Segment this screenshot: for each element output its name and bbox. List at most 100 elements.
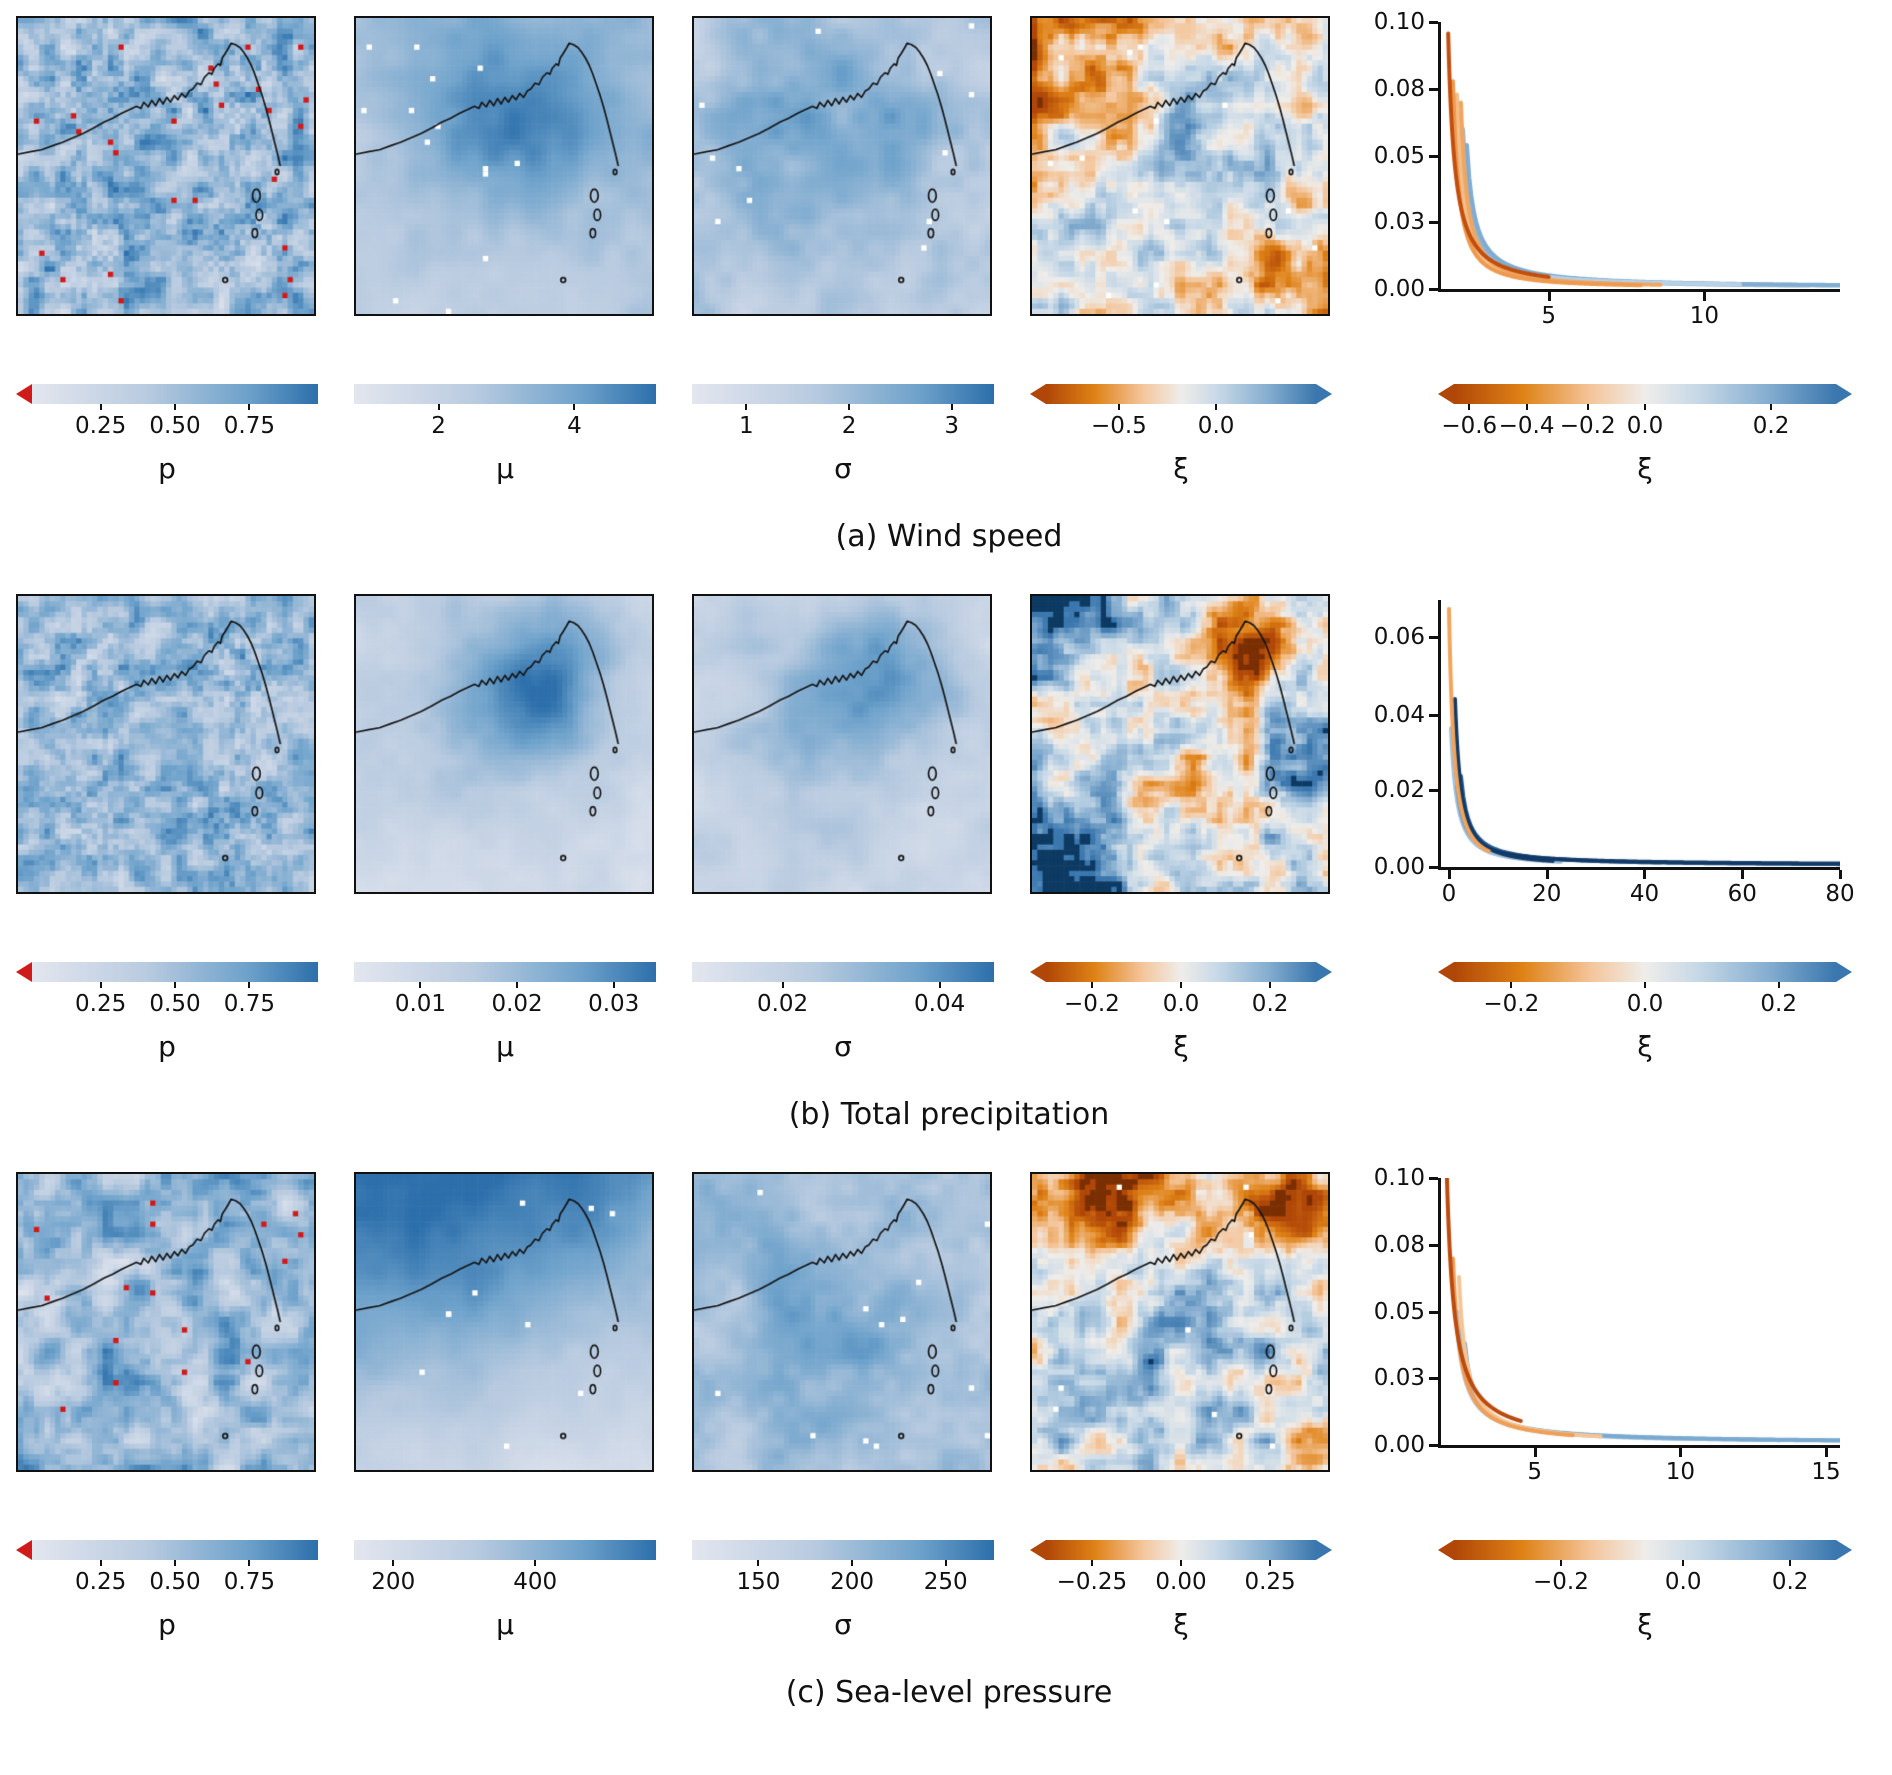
colorbar: −0.2 0.0 0.2 (1438, 962, 1852, 1017)
density-plot: 0.00 0.03 0.05 0.08 0.10 5 10 (1374, 9, 1840, 329)
heatmap (354, 16, 654, 316)
heatmap (16, 1172, 316, 1472)
x-axis-tick-label: 40 (1629, 881, 1660, 907)
colorbar-tick-mark (1559, 1560, 1562, 1566)
colorbar-tick-label: 0.2 (1760, 991, 1797, 1017)
colorbar-tick-mark (437, 404, 440, 410)
colorbar-block: 1 2 3 σ (692, 384, 994, 485)
map-panel: 0.25 0.50 0.75 p (16, 1172, 318, 1641)
colorbar-tick-mark (1117, 404, 1120, 410)
colorbar-right-arrow (1836, 1540, 1852, 1560)
panel-grid: 0.25 0.50 0.75 p 2 4 μ 1 2 3 σ −0.5 0.0 ξ 0.00 0.03 0.05… (16, 9, 1882, 485)
colorbar: 0.01 0.02 0.03 (354, 962, 656, 1017)
y-axis-tick-label: 0.08 (1373, 75, 1425, 102)
colorbar-tick-mark (174, 404, 176, 410)
y-axis-tick-mark (1429, 713, 1438, 717)
y-axis-tick-label: 0.00 (1373, 276, 1425, 302)
colorbar-tick-label: −0.2 (1533, 1569, 1589, 1595)
colorbar-tick-label: 0.2 (1251, 991, 1289, 1017)
colorbar-variable-label: ξ (1173, 1608, 1189, 1641)
colorbar-tick-mark (1180, 982, 1182, 988)
colorbar-tick-label: 0.0 (1626, 413, 1664, 439)
colorbar-tick-label: 0.2 (1771, 1569, 1809, 1595)
colorbar-tick-mark (944, 1560, 947, 1566)
density-plot-area: 0.00 0.02 0.04 0.06 0 20 40 60 80 (1368, 600, 1855, 914)
y-axis-tick-mark (1429, 1444, 1438, 1447)
row-caption: (b) Total precipitation (788, 1097, 1110, 1132)
heatmap (1030, 1172, 1330, 1472)
colorbar-block: −0.25 0.00 0.25 ξ (1030, 1540, 1332, 1641)
colorbar-tick-label: −0.2 (1559, 413, 1616, 439)
x-axis-tick-mark (1547, 292, 1551, 301)
colorbar-left-arrow (1438, 384, 1454, 404)
colorbar-tick-mark (1644, 404, 1646, 410)
row-caption: (c) Sea-level pressure (785, 1675, 1113, 1710)
colorbar-tick-mark (1180, 1560, 1182, 1566)
y-axis-tick-mark (1429, 288, 1438, 291)
colorbar-tick-mark (516, 982, 519, 988)
colorbar: 1 2 3 (692, 384, 994, 439)
row-caption: (a) Wind speed (835, 519, 1063, 554)
colorbar: 0.25 0.50 0.75 (16, 384, 318, 439)
colorbar-left-arrow (1030, 384, 1046, 404)
colorbar-variable-label: p (158, 452, 176, 485)
colorbar-block: 0.02 0.04 σ (692, 962, 994, 1063)
colorbar-tick-mark (1644, 982, 1646, 988)
density-curves (1441, 600, 1840, 867)
colorbar-gradient: −0.2 0.0 0.2 (1454, 1540, 1836, 1595)
colorbar-gradient: 200 400 (354, 1540, 656, 1595)
map-panel: 0.02 0.04 σ (692, 594, 994, 1063)
colorbar: −0.2 0.0 0.2 (1438, 1540, 1852, 1595)
colorbar-tick-mark (1269, 982, 1272, 988)
colorbar-tick-mark (1525, 404, 1528, 410)
colorbar-tick-mark (745, 404, 748, 410)
colorbar-right-arrow (1316, 962, 1332, 982)
colorbar-tick-mark (1269, 1560, 1272, 1566)
colorbar-block: −0.6 −0.4 −0.2 0.0 0.2 ξ (1438, 384, 1852, 485)
colorbar-tick-label: 400 (513, 1569, 558, 1595)
colorbar-tick-label: 0.03 (588, 991, 640, 1017)
colorbar-tick-mark (248, 1560, 251, 1566)
colorbar-tick-mark (938, 982, 941, 988)
colorbar-variable-label: μ (496, 1608, 514, 1641)
x-axis-tick-label: 15 (1811, 1459, 1841, 1485)
colorbar: 0.25 0.50 0.75 (16, 1540, 318, 1595)
colorbar-gradient: −0.6 −0.4 −0.2 0.0 0.2 (1441, 384, 1836, 439)
y-axis-tick-label: 0.10 (1373, 1165, 1425, 1191)
density-panel: 0.00 0.02 0.04 0.06 0 20 40 60 80 −0.2 0.0 0.2 ξ (1368, 594, 1855, 1063)
density-plot-area: 0.00 0.03 0.05 0.08 0.10 5 10 15 (1368, 1165, 1852, 1492)
x-axis-tick-label: 60 (1727, 881, 1757, 907)
colorbar-block: −0.5 0.0 ξ (1030, 384, 1332, 485)
colorbar-tick-label: 0.0 (1626, 991, 1664, 1017)
colorbar-tick-mark (1770, 404, 1773, 410)
colorbar-tick-mark (1468, 404, 1471, 410)
colorbar-gradient: 0.01 0.02 0.03 (354, 962, 656, 1017)
y-axis-tick-label: 0.08 (1373, 1231, 1425, 1258)
y-axis-tick-mark (1429, 87, 1438, 91)
colorbar-tick-label: 200 (371, 1569, 416, 1595)
colorbar-tick-mark (1586, 404, 1589, 410)
map-area (354, 16, 656, 330)
map-area (1030, 16, 1332, 330)
map-area (354, 594, 656, 908)
y-axis-tick-mark (1429, 221, 1438, 225)
y-axis-tick-label: 0.06 (1373, 624, 1425, 651)
colorbar: −0.5 0.0 (1030, 384, 1332, 439)
colorbar-gradient: 150 200 250 (692, 1540, 994, 1595)
map-area (16, 594, 318, 908)
y-axis-tick-mark (1429, 1310, 1438, 1314)
colorbar-tick-label: 0.02 (491, 991, 543, 1017)
map-panel: −0.5 0.0 ξ (1030, 16, 1332, 485)
colorbar-tick-mark (174, 982, 176, 988)
colorbar-right-arrow (1316, 384, 1332, 404)
density-panel: 0.00 0.03 0.05 0.08 0.10 5 10 −0.6 −0.4 −0.2 0.0 0.… (1368, 9, 1852, 485)
colorbar: −0.6 −0.4 −0.2 0.0 0.2 (1438, 384, 1852, 439)
colorbar-gradient: 0.25 0.50 0.75 (32, 962, 318, 1017)
colorbar-tick-mark (1215, 404, 1218, 410)
panel-grid: 0.25 0.50 0.75 p 0.01 0.02 0.03 μ 0.02 0.04 σ −0.2 0… (16, 594, 1882, 1063)
colorbar-tick-mark (1777, 982, 1780, 988)
colorbar-tick-label: 0.75 (223, 1569, 275, 1595)
